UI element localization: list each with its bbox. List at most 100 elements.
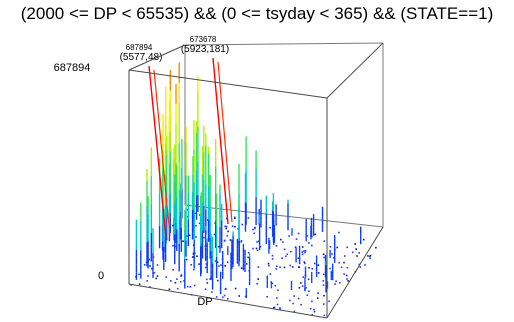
floor-point <box>367 255 369 257</box>
floor-point <box>183 279 185 282</box>
floor-point <box>255 247 258 250</box>
box-front-bottom-edge <box>128 283 328 319</box>
floor-point <box>223 240 226 242</box>
floor-point <box>304 262 306 265</box>
peak-1-point-label: (5577,48) <box>120 52 163 63</box>
floor-point <box>209 278 212 280</box>
floor-point <box>193 268 195 271</box>
floor-point <box>329 246 332 248</box>
floor-point <box>297 232 300 235</box>
floor-point <box>343 261 345 264</box>
floor-point <box>276 303 279 306</box>
floor-point <box>189 286 192 288</box>
floor-point <box>247 256 249 259</box>
floor-point <box>257 278 259 280</box>
floor-point <box>338 231 340 234</box>
floor-point <box>170 280 172 282</box>
floor-point <box>172 224 174 227</box>
peak-2-value-label: 673678 <box>190 35 217 44</box>
floor-point <box>214 260 217 262</box>
floor-point <box>298 287 301 289</box>
floor-point <box>279 307 281 309</box>
floor-point <box>290 250 292 253</box>
floor-point <box>289 264 291 267</box>
floor-point <box>269 226 271 229</box>
floor-point <box>269 273 271 275</box>
box-right-bottom-edge <box>326 226 384 319</box>
floor-point <box>188 234 191 237</box>
floor-point <box>226 235 229 237</box>
floor-point <box>369 257 371 260</box>
floor-point <box>338 261 340 264</box>
floor-point <box>198 263 200 265</box>
floor-point <box>271 258 274 260</box>
floor-point <box>238 295 240 297</box>
z-tick-label-min: 0 <box>98 270 104 282</box>
floor-point <box>253 232 255 235</box>
floor-point <box>195 225 197 227</box>
floor-point <box>192 253 195 255</box>
floor-point <box>301 251 304 253</box>
floor-point <box>323 294 325 297</box>
floor-point <box>224 225 226 228</box>
floor-point <box>305 287 307 289</box>
floor-point <box>317 272 320 274</box>
floor-point <box>275 268 277 270</box>
floor-point <box>364 264 366 266</box>
floor-point <box>180 274 183 276</box>
floor-point <box>308 267 310 269</box>
floor-point <box>306 235 308 237</box>
floor-point <box>227 298 229 300</box>
floor-point <box>252 228 254 231</box>
floor-point <box>316 297 319 299</box>
floor-point <box>222 296 224 299</box>
floor-point <box>323 303 325 305</box>
floor-point <box>302 276 304 278</box>
floor-point <box>186 285 189 288</box>
floor-point <box>153 272 156 274</box>
floor-point <box>344 255 346 257</box>
floor-point <box>282 241 284 243</box>
floor-point <box>213 233 216 236</box>
floor-point <box>304 250 307 252</box>
floor-point <box>259 245 262 248</box>
floor-point <box>203 236 205 239</box>
floor-point <box>368 255 371 258</box>
floor-point <box>267 262 270 265</box>
floor-point <box>313 262 316 265</box>
floor-point <box>241 223 244 226</box>
floor-point <box>322 253 325 255</box>
floor-point <box>276 265 278 268</box>
floor-point <box>234 287 237 290</box>
floor-point <box>301 253 304 256</box>
floor-point <box>211 291 213 293</box>
floor-point <box>147 275 149 277</box>
floor-point <box>335 280 337 283</box>
floor-point <box>225 225 228 228</box>
floor-point <box>182 240 184 242</box>
floor-point <box>258 240 260 243</box>
floor-point <box>293 310 296 313</box>
floor-point <box>292 302 294 305</box>
floor-point <box>308 242 310 244</box>
floor-point <box>172 244 174 247</box>
box-right-top-edge <box>326 42 384 99</box>
box-back-top-edge <box>184 42 384 46</box>
floor-point <box>217 246 220 248</box>
floor-point <box>329 267 331 270</box>
floor-point <box>297 257 300 259</box>
floor-point <box>231 225 234 227</box>
floor-point <box>149 265 151 267</box>
floor-point <box>304 251 306 254</box>
floor-point <box>307 278 310 281</box>
floor-point <box>323 256 325 259</box>
floor-point <box>274 284 277 287</box>
floor-point <box>301 285 304 287</box>
floor-point <box>168 288 171 291</box>
floor-point <box>275 245 278 247</box>
floor-point <box>225 217 228 220</box>
floor-point <box>193 284 196 287</box>
floor-point <box>220 264 222 266</box>
box-back-bottom-edge <box>184 204 384 228</box>
floor-point <box>196 255 198 257</box>
